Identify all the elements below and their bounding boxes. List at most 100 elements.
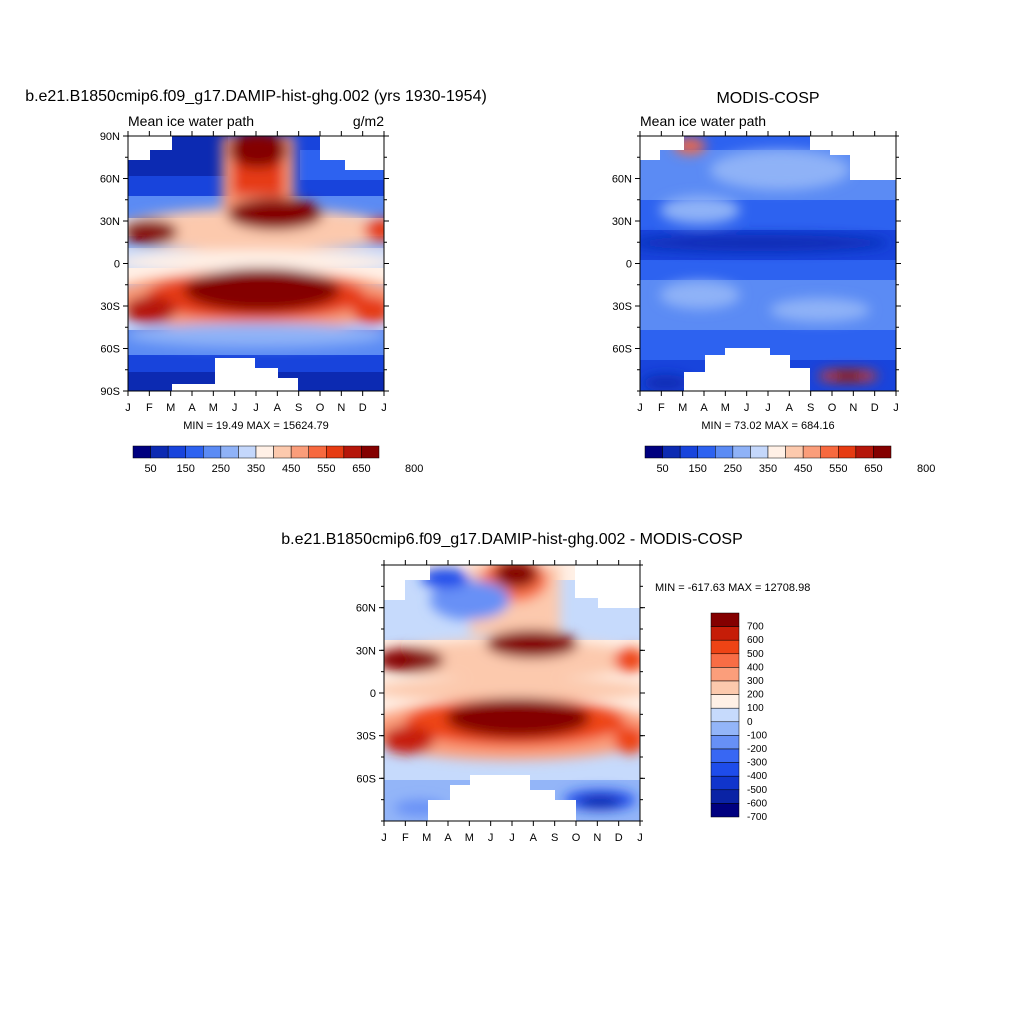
panel-obs-xtick-label: F: [658, 402, 665, 414]
panel-model-colorbar-label: 450: [282, 463, 300, 475]
panel-diff-stats: MIN = -617.63 MAX = 12708.98: [655, 582, 810, 594]
panel-model-colorbar-label: 50: [144, 463, 156, 475]
panel-obs-colorbar-swatch: [785, 445, 804, 459]
panel-diff-colorbar-label: -700: [747, 812, 767, 823]
panel-diff-colorbar: 700 600 500 400 300 200 100 0 -100 -200 -300 -400 -5…: [710, 612, 767, 823]
panel-diff-colorbar-swatch: [710, 626, 740, 641]
panel-model-colorbar-label: 550: [317, 463, 335, 475]
panel-obs-colorbar-swatch: [697, 445, 716, 459]
panel-diff-colorbar-label: 600: [747, 635, 764, 646]
panel-obs-colorbar-label: 800: [917, 463, 935, 475]
panel-diff: b.e21.B1850cmip6.f09_g17.DAMIP-hist-ghg.…: [281, 531, 810, 844]
panel-model-ytick-label: 90N: [100, 131, 120, 143]
panel-model-ytick-label: 30N: [100, 216, 120, 228]
panel-model-colorbar-label: 150: [177, 463, 195, 475]
panel-model-left-label: Mean ice water path: [128, 113, 254, 129]
panel-obs-colorbar-swatch: [715, 445, 734, 459]
panel-model-colorbar-label: 650: [352, 463, 370, 475]
panel-obs-ytick-label: 60S: [612, 344, 632, 356]
panel-obs-xtick-label: J: [637, 402, 643, 414]
panel-obs-xtick-label: A: [700, 402, 708, 414]
panel-diff-xtick-label: A: [444, 832, 452, 844]
panel-model-colorbar-swatch: [361, 445, 380, 459]
panel-model-ytick-label: 0: [114, 259, 120, 271]
panel-model-xtick-label: M: [166, 402, 175, 414]
panel-model-colorbar-swatch: [308, 445, 327, 459]
panel-diff-title: b.e21.B1850cmip6.f09_g17.DAMIP-hist-ghg.…: [281, 531, 743, 548]
panel-model-colorbar-swatch: [290, 445, 309, 459]
panel-diff-colorbar-label: 500: [747, 649, 764, 660]
panel-obs-ytick-label: 30S: [612, 301, 632, 313]
panel-diff-xtick-label: S: [551, 832, 558, 844]
panel-obs-colorbar-swatch: [767, 445, 786, 459]
panel-obs-colorbar-swatch: [873, 445, 892, 459]
panel-obs-colorbar-label: 650: [864, 463, 882, 475]
panel-model-colorbar-swatch: [132, 445, 151, 459]
panel-model-xtick-label: D: [359, 402, 367, 414]
panel-model-colorbar-label: 350: [247, 463, 265, 475]
panel-diff-colorbar-swatch: [710, 707, 740, 723]
panel-obs-field: [640, 136, 896, 391]
panel-model-axes: 90N 60N 30N 0 30S 60S 90S J F M A M J J A S O N D J: [100, 131, 389, 414]
panel-diff-colorbar-label: 300: [747, 676, 764, 687]
panel-obs: MODIS-COSP Mean ice water path: [612, 90, 936, 475]
panel-obs-stats: MIN = 73.02 MAX = 684.16: [701, 420, 834, 432]
panel-obs-ytick-label: 0: [626, 259, 632, 271]
panel-diff-xtick-label: D: [615, 832, 623, 844]
panel-obs-colorbar-label: 250: [724, 463, 742, 475]
panel-diff-xtick-label: J: [381, 832, 387, 844]
panel-diff-colorbar-label: 200: [747, 690, 764, 701]
panel-diff-ytick-label: 60S: [356, 773, 376, 785]
panel-obs-xtick-label: M: [678, 402, 687, 414]
panel-model-xtick-label: A: [274, 402, 282, 414]
panel-diff-colorbar-swatch: [710, 694, 740, 709]
panel-obs-colorbar-label: 450: [794, 463, 812, 475]
panel-diff-colorbar-swatch: [710, 680, 740, 695]
panel-model-colorbar-swatch: [203, 445, 222, 459]
panel-diff-ytick-label: 0: [370, 688, 376, 700]
panel-diff-colorbar-swatch: [710, 748, 740, 763]
panel-obs-xtick-label: S: [807, 402, 814, 414]
panel-diff-colorbar-swatch: [710, 803, 740, 818]
panel-model-colorbar-swatch: [343, 445, 362, 459]
panel-diff-colorbar-label: -100: [747, 730, 767, 741]
panel-model-colorbar-swatch: [255, 445, 274, 459]
panel-model-ytick-label: 60S: [100, 344, 120, 356]
panel-diff-colorbar-label: -600: [747, 798, 767, 809]
panel-diff-colorbar-swatch: [710, 762, 740, 777]
panel-model-colorbar-label: 800: [405, 463, 423, 475]
panel-diff-xtick-label: M: [465, 832, 474, 844]
panel-obs-xtick-label: D: [871, 402, 879, 414]
panel-diff-colorbar-label: -300: [747, 758, 767, 769]
panel-model: b.e21.B1850cmip6.f09_g17.DAMIP-hist-ghg.…: [25, 88, 487, 475]
panel-diff-colorbar-label: 400: [747, 662, 764, 673]
panel-diff-colorbar-label: -500: [747, 785, 767, 796]
panel-diff-colorbar-swatch: [710, 653, 740, 668]
panel-model-colorbar-swatch: [150, 445, 169, 459]
panel-model-xtick-label: N: [337, 402, 345, 414]
panel-diff-xtick-label: F: [402, 832, 409, 844]
panel-diff-colorbar-swatch: [710, 775, 740, 791]
panel-model-right-label: g/m2: [353, 113, 384, 129]
panel-diff-colorbar-label: -200: [747, 744, 767, 755]
panel-obs-xtick-label: M: [721, 402, 730, 414]
panel-obs-colorbar-swatch: [679, 445, 698, 459]
panel-obs-colorbar-swatch: [644, 445, 663, 459]
panel-diff-field: [384, 565, 640, 821]
panel-diff-colorbar-swatch: [710, 639, 740, 655]
panel-model-ytick-label: 30S: [100, 301, 120, 313]
panel-model-xtick-label: O: [316, 402, 325, 414]
panel-obs-left-label: Mean ice water path: [640, 113, 766, 129]
panel-model-stats: MIN = 19.49 MAX = 15624.79: [183, 420, 329, 432]
panel-obs-ytick-label: 60N: [612, 174, 632, 186]
panel-diff-ytick-label: 30N: [356, 645, 376, 657]
panel-obs-xtick-label: N: [849, 402, 857, 414]
panel-model-ytick-label: 60N: [100, 174, 120, 186]
panel-model-field: [128, 136, 384, 391]
panel-model-title: b.e21.B1850cmip6.f09_g17.DAMIP-hist-ghg.…: [25, 88, 487, 105]
panel-diff-colorbar-label: 100: [747, 703, 764, 714]
panel-diff-xtick-label: A: [530, 832, 538, 844]
panel-diff-xtick-label: N: [593, 832, 601, 844]
panel-diff-colorbar-label: -400: [747, 771, 767, 782]
